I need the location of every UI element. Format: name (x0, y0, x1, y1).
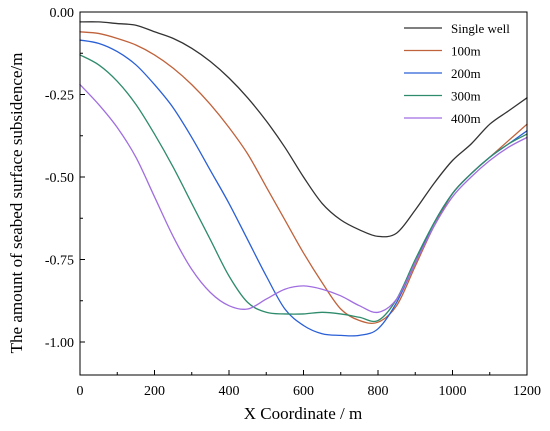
x-tick-label: 800 (368, 384, 389, 399)
legend-label-single-well: Single well (451, 21, 510, 36)
y-tick-label: 0.00 (50, 6, 75, 21)
series-line-single-well (79, 21, 528, 238)
x-tick-label: 200 (144, 384, 165, 399)
plot-area (79, 21, 528, 337)
legend-label-100m: 100m (451, 44, 481, 59)
y-tick-label: -1.00 (45, 336, 74, 351)
legend-label-400m: 400m (451, 111, 481, 126)
legend: Single well 100m 200m 300m 400m (404, 21, 510, 126)
x-tick-label: 400 (219, 384, 240, 399)
y-tick-label: -0.50 (45, 171, 74, 186)
y-tick-label: -0.75 (45, 254, 74, 269)
x-tick-label: 1200 (513, 384, 541, 399)
series-line-400m (79, 83, 528, 314)
x-tick-label: 0 (77, 384, 84, 399)
y-tick-label: -0.25 (45, 89, 74, 104)
y-axis-title: The amount of seabed surface subsidence/… (7, 53, 26, 354)
x-tick-label: 600 (293, 384, 314, 399)
x-axis-title: X Coordinate / m (244, 404, 363, 423)
series-line-300m (79, 54, 528, 323)
legend-label-300m: 300m (451, 89, 481, 104)
legend-label-200m: 200m (451, 66, 481, 81)
x-tick-label: 1000 (439, 384, 467, 399)
axes: 0 200 400 600 800 1000 1200 0.00 -0.25 -0.50 -0.75… (45, 6, 541, 399)
